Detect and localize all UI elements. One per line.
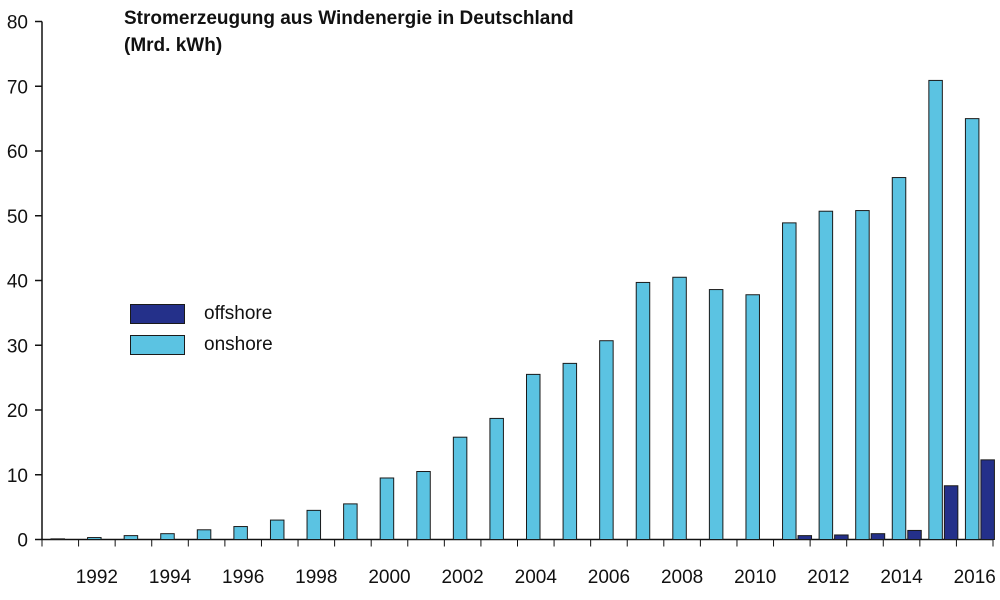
y-axis: 0 10 20 30 40 50 60 70 80 xyxy=(7,13,43,552)
y-tick-label: 10 xyxy=(7,466,28,487)
bar-onshore xyxy=(818,210,834,540)
bar-onshore xyxy=(562,362,578,540)
bar-onshore xyxy=(416,471,431,541)
y-tick-label: 80 xyxy=(7,13,28,34)
x-tick-label: 2016 xyxy=(954,567,996,588)
bar-onshore xyxy=(928,79,943,541)
bar-onshore xyxy=(599,340,614,540)
x-tick-label: 2002 xyxy=(441,567,483,588)
y-tick-label: 60 xyxy=(7,142,28,163)
bar-onshore xyxy=(123,535,139,540)
y-tick-label: 20 xyxy=(7,401,28,422)
legend-label-onshore: onshore xyxy=(204,334,273,355)
x-tick-label: 2008 xyxy=(661,567,703,588)
x-tick-label: 1994 xyxy=(149,567,192,588)
x-tick-label: 2000 xyxy=(368,567,410,588)
x-tick-label: 2004 xyxy=(515,567,558,588)
bar-onshore xyxy=(489,417,504,541)
y-tick-label: 0 xyxy=(17,531,28,552)
y-tick-label: 30 xyxy=(7,336,28,357)
bar-offshore xyxy=(797,535,813,540)
x-tick-label: 1996 xyxy=(222,567,264,588)
bar-onshore xyxy=(160,533,175,540)
y-tick-label: 40 xyxy=(7,272,28,293)
x-tick-label: 2012 xyxy=(807,567,849,588)
bars xyxy=(50,79,995,541)
bar-onshore xyxy=(708,289,724,540)
bar-onshore xyxy=(745,294,760,540)
x-tick-label: 2010 xyxy=(734,567,776,588)
chart-subtitle: (Mrd. kWh) xyxy=(124,35,223,56)
bar-onshore xyxy=(526,373,541,541)
legend-item-offshore: offshore xyxy=(130,303,272,325)
y-tick-label: 70 xyxy=(7,77,28,98)
bar-onshore xyxy=(306,509,322,540)
bar-onshore xyxy=(672,276,687,540)
bar-offshore xyxy=(907,529,922,540)
chart-title: Stromerzeugung aus Windenergie in Deutsc… xyxy=(124,8,574,29)
legend-swatch-offshore xyxy=(130,304,185,324)
legend-swatch-onshore xyxy=(130,335,185,355)
legend-label-offshore: offshore xyxy=(204,303,273,324)
bar-offshore xyxy=(870,533,886,540)
bar-offshore xyxy=(943,485,959,541)
y-tick-label: 50 xyxy=(7,207,28,228)
x-tick-label: 2014 xyxy=(880,567,923,588)
bar-onshore xyxy=(452,436,468,541)
bar-onshore xyxy=(196,529,212,540)
bar-onshore xyxy=(269,519,285,541)
x-axis: 1992 1994 1996 1998 2000 2002 2004 2006 2008 2010… xyxy=(41,538,996,588)
legend-item-onshore: onshore xyxy=(130,334,273,356)
bar-onshore xyxy=(964,118,980,540)
bar-onshore xyxy=(379,477,395,540)
bar-offshore xyxy=(980,459,995,541)
bar-onshore xyxy=(50,538,65,540)
bar-onshore xyxy=(233,526,248,540)
bar-onshore xyxy=(87,537,102,540)
x-tick-label: 2006 xyxy=(588,567,630,588)
x-tick-label: 1992 xyxy=(76,567,118,588)
bar-onshore xyxy=(891,177,907,541)
bar-offshore xyxy=(834,534,849,541)
bar-onshore xyxy=(343,503,358,541)
bar-onshore xyxy=(635,281,651,540)
bar-onshore xyxy=(782,222,797,540)
bar-onshore xyxy=(855,210,870,540)
x-tick-label: 1998 xyxy=(295,567,337,588)
